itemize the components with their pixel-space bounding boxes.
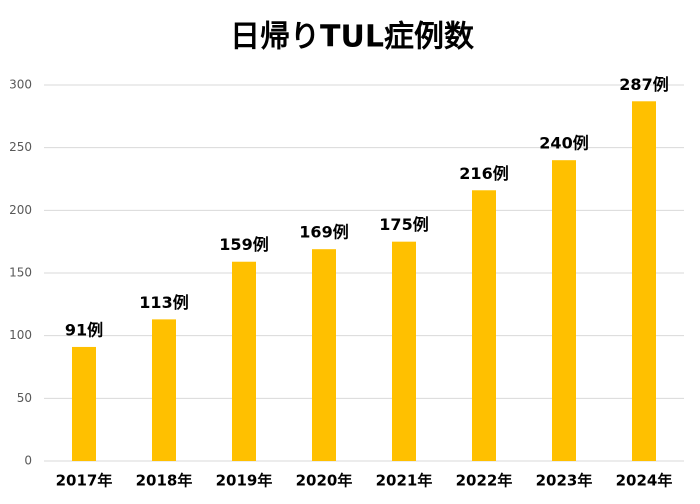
y-tick-label: 100	[9, 328, 32, 342]
y-tick-label: 200	[9, 203, 32, 217]
value-label: 91例	[65, 320, 103, 339]
x-tick-label: 2023年	[536, 472, 593, 490]
y-tick-label: 300	[9, 78, 32, 92]
bar	[632, 101, 656, 461]
bar	[152, 319, 176, 461]
x-tick-label: 2018年	[136, 472, 193, 490]
bar	[312, 249, 336, 461]
y-tick-label: 150	[9, 266, 32, 280]
bar	[472, 190, 496, 461]
x-tick-label: 2024年	[616, 472, 673, 490]
value-label: 175例	[379, 215, 428, 234]
x-tick-label: 2020年	[296, 472, 353, 490]
bar	[552, 160, 576, 461]
value-label: 216例	[459, 164, 508, 183]
bar	[232, 261, 256, 461]
x-tick-label: 2017年	[56, 472, 113, 490]
value-label: 159例	[219, 235, 268, 254]
x-tick-label: 2022年	[456, 472, 513, 490]
y-tick-label: 50	[17, 391, 32, 405]
x-tick-label: 2019年	[216, 472, 273, 490]
value-label: 113例	[139, 293, 188, 312]
chart-title: 日帰りTUL症例数	[230, 20, 475, 55]
y-tick-label: 250	[9, 140, 32, 154]
x-tick-label: 2021年	[376, 472, 433, 490]
bar	[392, 241, 416, 461]
value-label: 240例	[539, 134, 588, 153]
value-label: 169例	[299, 223, 348, 242]
bar	[72, 346, 96, 461]
y-tick-label: 0	[24, 454, 32, 468]
value-label: 287例	[619, 75, 668, 94]
